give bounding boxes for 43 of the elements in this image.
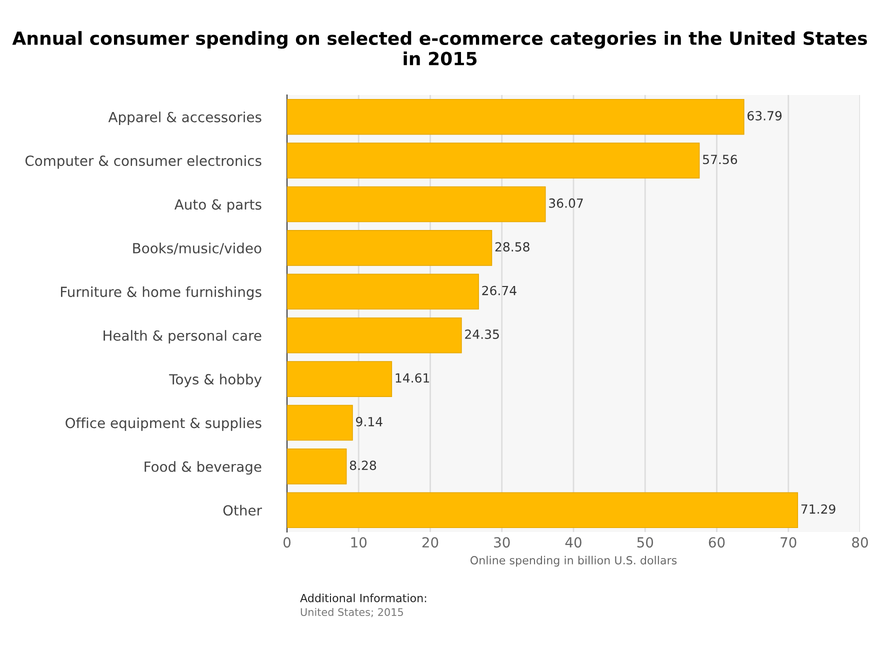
data-label: 63.79: [748, 111, 782, 120]
y-tick-label: Furniture & home furnishings: [61, 286, 262, 300]
y-tick-label: Books/music/video: [133, 242, 262, 255]
x-tick-label: 10: [351, 537, 367, 548]
bar: [287, 404, 353, 441]
y-tick-label: Other: [223, 504, 262, 516]
bar: [287, 98, 744, 135]
y-tick-label: Auto & parts: [174, 199, 262, 212]
y-tick-label: Computer & consumer electronics: [25, 155, 262, 169]
data-label: 24.35: [465, 330, 499, 339]
bar: [287, 186, 546, 222]
y-tick-label: Health & personal care: [104, 330, 262, 344]
data-label: 28.58: [495, 242, 530, 252]
x-tick-label: 0: [283, 537, 290, 548]
y-tick-label: Toys & hobby: [169, 374, 262, 388]
bar: [287, 361, 392, 397]
x-tick-label: 40: [565, 537, 582, 548]
x-tick-label: 50: [637, 537, 654, 548]
chart-title: Annual consumer spending on selected e-commerce categories in the United States in 2015: [12, 31, 867, 66]
x-tick-label: 70: [780, 537, 796, 548]
bar: [287, 492, 798, 528]
data-label: 71.29: [801, 504, 836, 514]
y-tick-label: Apparel & accessories: [108, 112, 262, 126]
bar: [287, 230, 492, 266]
bar: [287, 448, 347, 484]
bar: [287, 274, 479, 310]
text: Additional Information:: [300, 594, 426, 602]
data-label: 9.14: [356, 416, 382, 426]
y-tick-label: Office equipment & supplies: [66, 417, 262, 431]
bar: [287, 142, 700, 178]
x-tick-label: 20: [422, 537, 438, 548]
x-tick-label: 30: [494, 537, 510, 548]
data-label: 8.28: [350, 460, 376, 470]
x-tick-label: 60: [708, 537, 725, 548]
data-label: 57.56: [703, 154, 738, 164]
x-tick-label: 80: [852, 537, 868, 548]
x-axis-title: Online spending in billion U.S. dollars: [470, 556, 677, 567]
data-label: 14.61: [396, 373, 430, 383]
data-label: 36.07: [549, 198, 583, 208]
y-tick-label: Food & beverage: [144, 461, 262, 475]
data-label: 26.74: [482, 286, 516, 296]
bar: [287, 317, 462, 354]
text: United States; 2015: [300, 608, 403, 618]
